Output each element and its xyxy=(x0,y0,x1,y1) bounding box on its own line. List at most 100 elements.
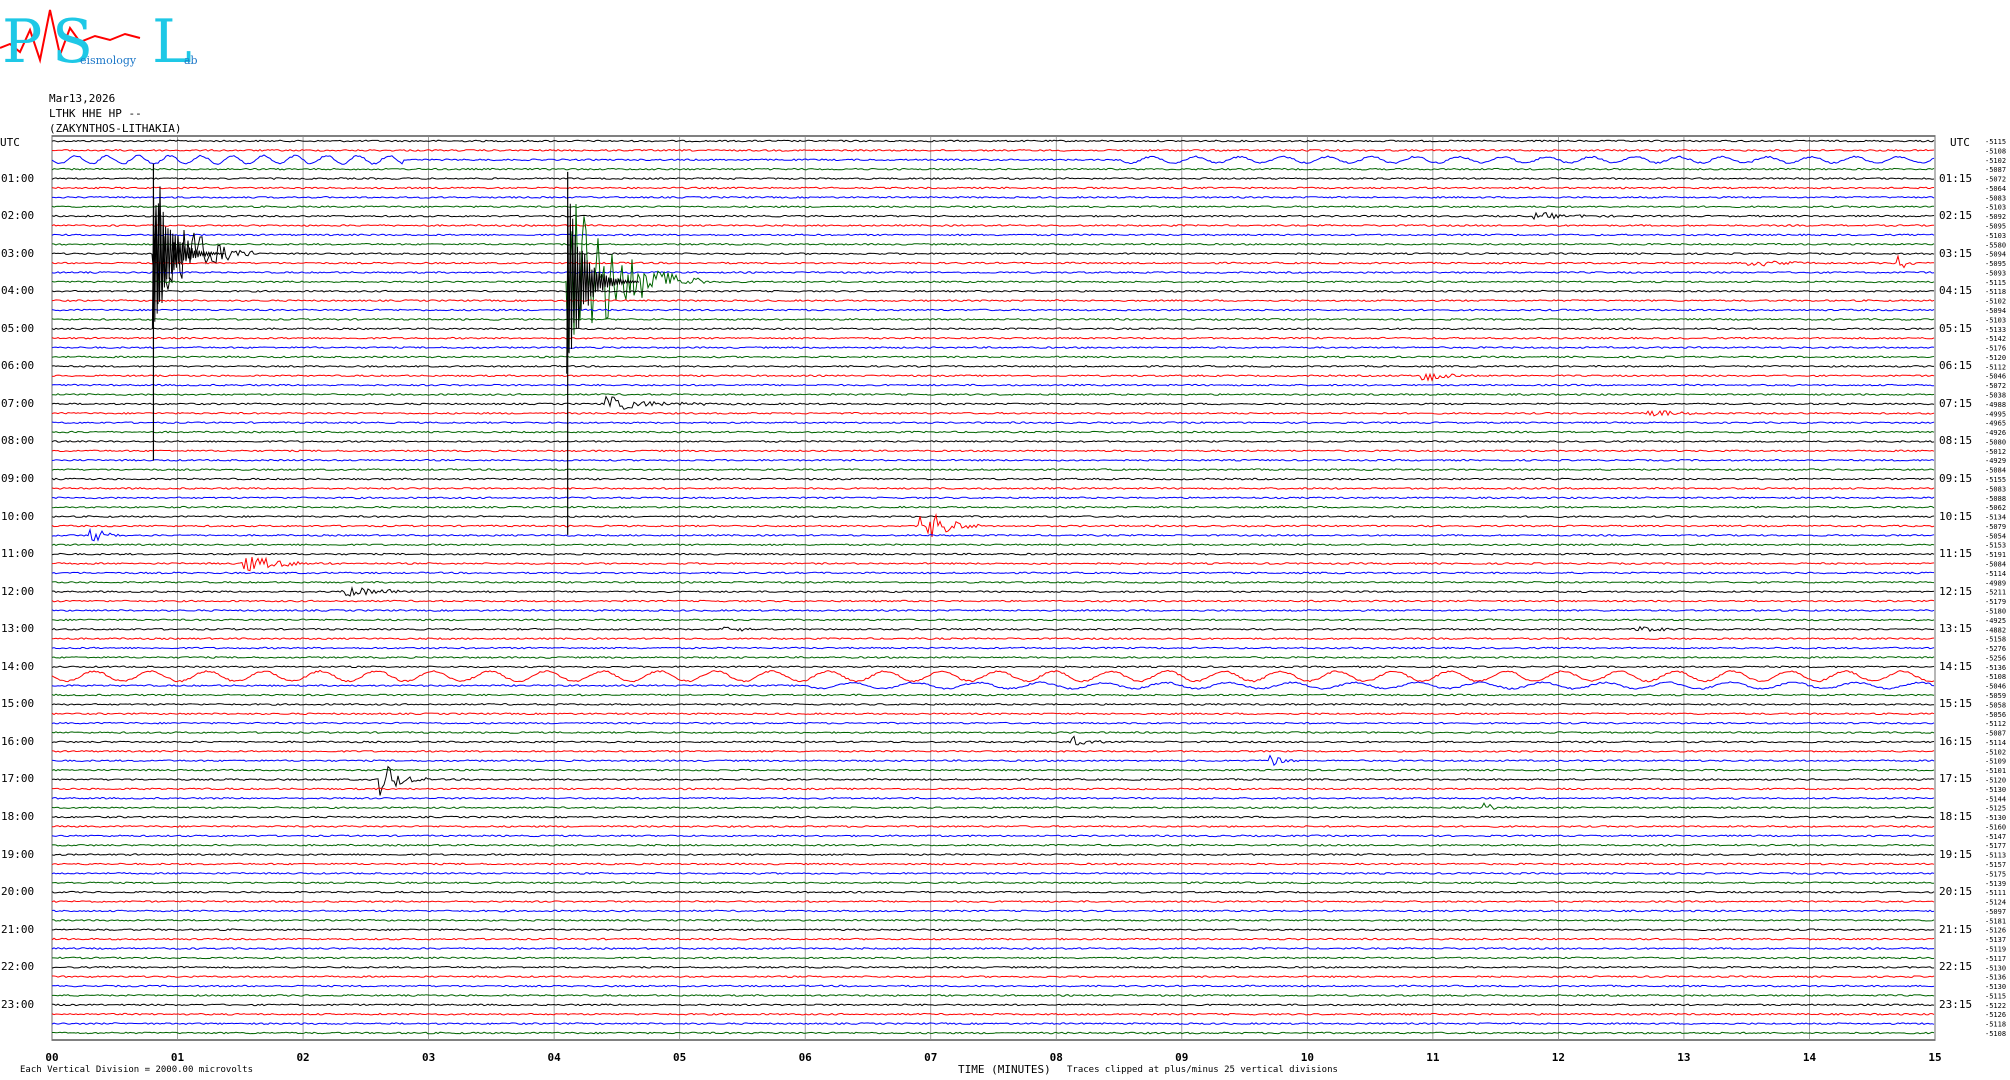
x-tick-label: 06 xyxy=(798,1051,812,1064)
seismic-trace xyxy=(51,984,1935,988)
hour-label-left: 23:00 xyxy=(1,997,35,1011)
seismic-trace xyxy=(51,552,1935,556)
seismic-trace xyxy=(51,900,1935,903)
trace-offset-label: -5046 xyxy=(1985,373,2006,381)
seismic-trace xyxy=(51,203,1935,353)
trace-offset-label: -5120 xyxy=(1985,354,2006,362)
seismic-trace xyxy=(51,505,1935,509)
hour-label-left: 02:00 xyxy=(1,209,35,223)
seismic-trace xyxy=(51,796,1935,800)
trace-offset-label: -5179 xyxy=(1985,598,2006,606)
x-tick-label: 15 xyxy=(1928,1051,1942,1064)
trace-offset-label: -5118 xyxy=(1985,288,2006,296)
seismic-trace xyxy=(51,430,1935,434)
seismic-trace xyxy=(51,824,1935,828)
seismic-trace xyxy=(51,802,1935,810)
seismic-trace xyxy=(51,625,1935,633)
trace-offset-label: -5088 xyxy=(1985,495,2006,503)
seismic-trace xyxy=(51,871,1935,875)
trace-offset-label: -5111 xyxy=(1985,889,2006,897)
trace-offset-label: -5102 xyxy=(1985,157,2006,165)
trace-offset-label: -5054 xyxy=(1985,532,2006,540)
trace-offset-label: -5056 xyxy=(1985,711,2006,719)
trace-offset-label: -5133 xyxy=(1985,326,2006,334)
trace-offset-label: -5117 xyxy=(1985,955,2006,963)
seismic-trace xyxy=(52,975,1935,979)
trace-offset-label: -5147 xyxy=(1985,833,2006,841)
seismic-trace xyxy=(52,496,1935,500)
seismic-trace xyxy=(52,956,1935,960)
trace-offset-label: -4965 xyxy=(1985,420,2006,428)
seismic-trace xyxy=(51,735,1935,746)
hour-label-left: 21:00 xyxy=(1,922,35,936)
trace-offset-label: -5137 xyxy=(1985,936,2006,944)
x-tick-label: 02 xyxy=(296,1051,310,1064)
x-tick-label: 01 xyxy=(170,1051,185,1064)
earthquake-waveform xyxy=(151,197,225,329)
trace-offset-label: -5072 xyxy=(1985,176,2006,184)
x-tick-label: 03 xyxy=(421,1051,436,1064)
x-tick-label: 08 xyxy=(1049,1051,1063,1064)
trace-offset-label: -5122 xyxy=(1985,1002,2006,1010)
hour-label-right: 15:15 xyxy=(1939,697,1973,711)
trace-offset-label: -5103 xyxy=(1985,316,2006,324)
trace-offset-label: -5144 xyxy=(1985,795,2006,803)
seismic-trace xyxy=(51,458,1935,462)
trace-offset-label: -4995 xyxy=(1985,410,2006,418)
seismic-trace xyxy=(51,947,1935,950)
hour-label-left: 07:00 xyxy=(1,396,35,410)
seismic-trace xyxy=(51,421,1935,425)
logo-letter-l: L xyxy=(152,7,192,70)
trace-offset-label: -5158 xyxy=(1985,636,2006,644)
trace-offset-label: -5157 xyxy=(1985,861,2006,869)
trace-offset-label: -5108 xyxy=(1985,1030,2006,1038)
trace-offset-label: -5109 xyxy=(1985,758,2006,766)
seismic-trace xyxy=(51,477,1935,481)
seismic-trace xyxy=(51,527,1935,542)
trace-offset-label: -5118 xyxy=(1985,1021,2006,1029)
x-tick-label: 04 xyxy=(547,1051,561,1064)
seismic-trace xyxy=(51,599,1935,603)
trace-offset-label: -5115 xyxy=(1985,992,2006,1000)
hour-label-left: 06:00 xyxy=(1,359,35,373)
seismic-trace xyxy=(51,139,1935,143)
clip-note: Traces clipped at plus/minus 25 vertical… xyxy=(1067,1065,1338,1075)
seismic-trace xyxy=(51,669,1935,683)
x-tick-label: 05 xyxy=(673,1051,687,1064)
seismic-trace xyxy=(51,395,1935,410)
seismic-trace xyxy=(51,211,1935,221)
x-tick-label: 12 xyxy=(1551,1051,1566,1064)
seismic-trace xyxy=(51,1012,1935,1016)
hour-label-right: 06:15 xyxy=(1939,359,1973,373)
hour-label-left: 16:00 xyxy=(1,734,35,748)
seismic-trace xyxy=(51,918,1935,922)
seismic-trace xyxy=(51,928,1935,932)
trace-offset-label: -5142 xyxy=(1985,335,2006,343)
trace-offset-label: -5175 xyxy=(1985,870,2006,878)
trace-offset-label: -5114 xyxy=(1985,570,2006,578)
trace-offset-label: -5092 xyxy=(1985,213,2006,221)
trace-offset-label: -5114 xyxy=(1985,739,2006,747)
hour-label-left: 20:00 xyxy=(1,885,35,899)
trace-offset-label: -5083 xyxy=(1985,485,2006,493)
hour-label-left: 08:00 xyxy=(1,434,35,448)
trace-offset-label: -5083 xyxy=(1985,194,2006,202)
seismic-trace xyxy=(51,815,1935,819)
seismic-trace xyxy=(51,224,1935,227)
seismic-trace xyxy=(51,765,1935,796)
seismic-trace xyxy=(51,205,1934,209)
trace-offset-label: -4929 xyxy=(1985,457,2006,465)
seismic-trace xyxy=(51,1022,1935,1026)
trace-offset-label: -5130 xyxy=(1985,964,2006,972)
seismic-trace xyxy=(51,834,1935,838)
x-tick-label: 13 xyxy=(1677,1051,1691,1064)
plot-frame xyxy=(51,135,1936,1041)
logo-letter-s: S xyxy=(52,7,93,70)
psl-logo-graphic: P S L eismology ab xyxy=(0,7,198,77)
seismic-trace xyxy=(51,937,1935,941)
seismic-trace xyxy=(51,843,1935,847)
trace-offset-label: -5094 xyxy=(1985,251,2006,259)
trace-offset-label: -4882 xyxy=(1985,626,2006,634)
trace-offset-label: -5108 xyxy=(1985,673,2006,681)
